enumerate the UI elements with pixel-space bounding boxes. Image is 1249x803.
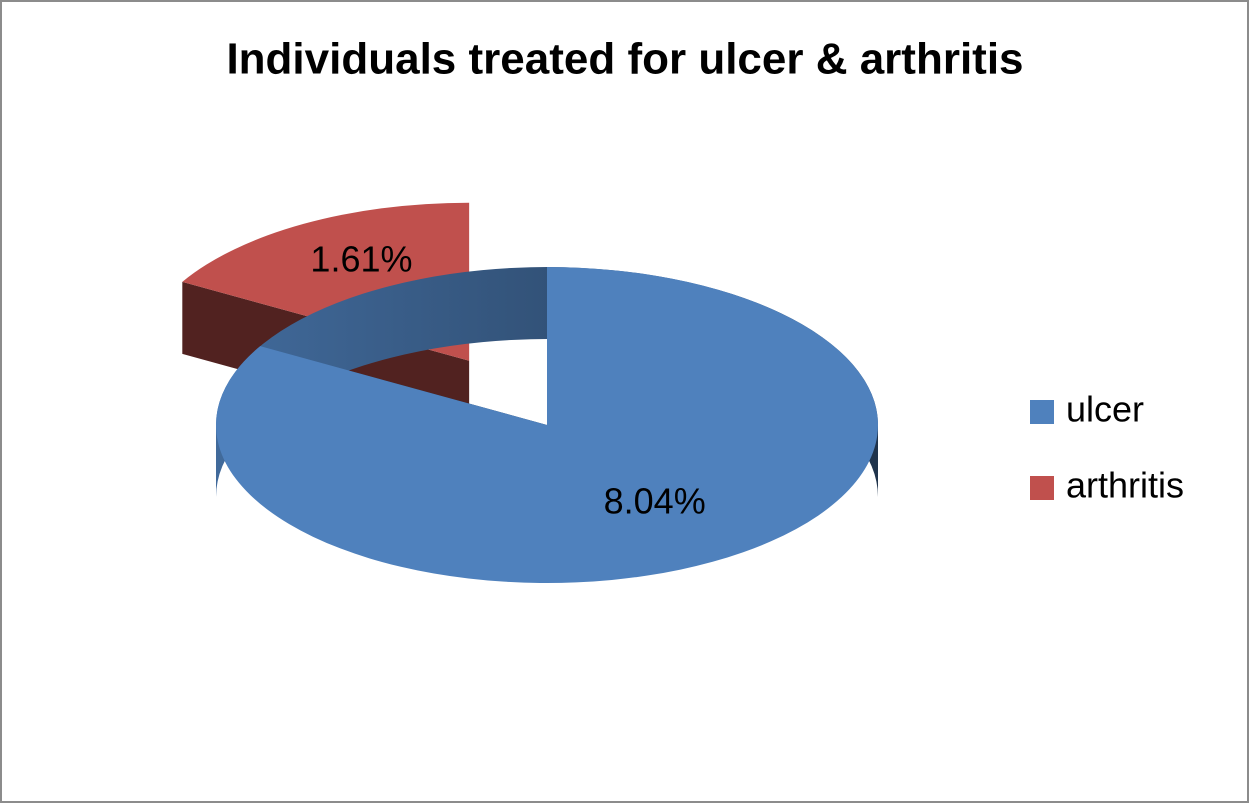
data-label: 8.04% <box>604 480 706 521</box>
legend-swatch <box>1030 400 1054 424</box>
chart-title: Individuals treated for ulcer & arthriti… <box>226 35 1023 84</box>
data-label: 1.61% <box>310 238 412 279</box>
legend-label: ulcer <box>1066 389 1144 430</box>
legend-label: arthritis <box>1066 465 1184 506</box>
legend-swatch <box>1030 476 1054 500</box>
pie-slice <box>216 267 879 583</box>
